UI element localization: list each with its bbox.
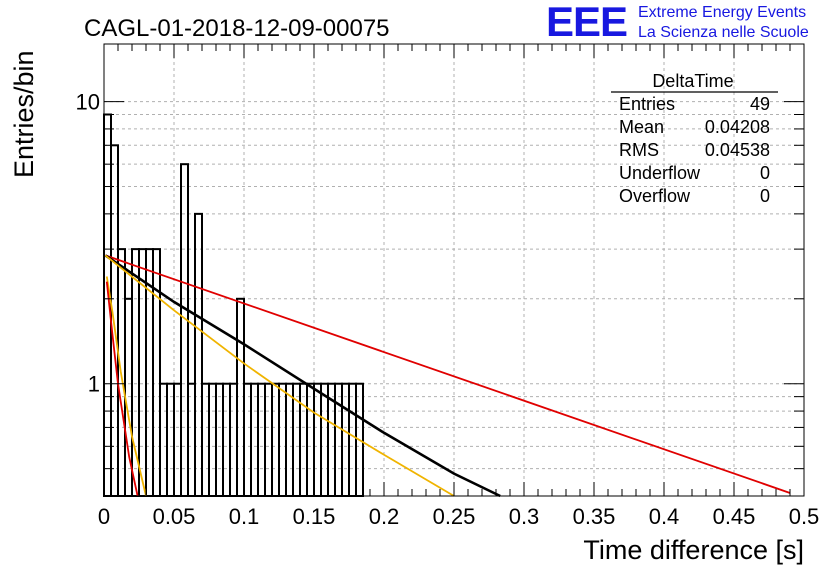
chart-title: CAGL-01-2018-12-09-00075 [84,15,390,42]
y-tick-label: 10 [76,90,100,115]
fit-curve [105,254,791,494]
stats-label-entries: Entries [619,94,675,114]
histogram-bar [285,382,294,497]
x-tick-label: 0.15 [293,504,336,529]
histogram-bar [194,212,203,497]
fit-curves [104,254,791,498]
histogram-bars [103,113,364,498]
fit-curve [104,254,501,498]
histogram-bar [264,382,273,497]
y-axis-label: Entries/bin [9,50,39,178]
fit-curve [105,276,147,497]
histogram-bar [243,382,252,497]
x-tick-label: 0.1 [229,504,260,529]
histogram-bar [271,382,280,497]
x-tick-label: 0.35 [573,504,616,529]
stats-value-underflow: 0 [760,163,770,183]
x-tick-label: 0.5 [789,504,820,529]
x-tick-label: 0 [98,504,110,529]
stats-label-underflow: Underflow [619,163,701,183]
histogram-bar [208,382,217,497]
logo-mark: EEE [546,0,628,45]
x-tick-label: 0.05 [153,504,196,529]
x-tick-label: 0.45 [713,504,756,529]
axes-ticks: 0 0.05 0.1 0.15 0.2 0.25 0.3 0.35 0.4 0.45 0.5 1 10 [76,44,820,529]
histogram-bar [152,248,161,497]
histogram-bar [299,382,308,497]
stats-label-mean: Mean [619,117,664,137]
stats-label-overflow: Overflow [619,186,691,206]
stats-value-rms: 0.04538 [705,140,770,160]
histogram-bar [222,382,231,497]
stats-value-mean: 0.04208 [705,117,770,137]
x-tick-label: 0.2 [369,504,400,529]
histogram-bar [215,382,224,497]
stats-title: DeltaTime [652,71,733,91]
histogram-bar [334,382,343,497]
x-axis-label: Time difference [s] [583,535,804,565]
stats-value-entries: 49 [750,94,770,114]
histogram-bar [320,382,329,497]
histogram-bar [348,382,357,497]
histogram-bar [236,297,245,497]
histogram-bar [341,382,350,497]
histogram-bar [159,382,168,497]
histogram-bar [229,382,238,497]
histogram-bar [166,382,175,497]
histogram-bar [250,382,259,497]
logo-line-1: Extreme Energy Events [638,4,807,21]
histogram-bar [257,382,266,497]
logo-line-2: La Scienza nelle Scuole [638,24,809,41]
eee-logo: EEE Extreme Energy Events La Scienza nel… [546,0,836,46]
histogram-bar [306,382,315,497]
histogram-bar [187,382,196,497]
x-tick-label: 0.3 [509,504,540,529]
fit-curve [104,254,455,497]
x-tick-label: 0.25 [433,504,476,529]
histogram-bar [201,382,210,497]
stats-box: DeltaTime Entries 49 Mean 0.04208 RMS 0.… [611,71,778,206]
stats-label-rms: RMS [619,140,659,160]
y-tick-label: 1 [88,372,100,397]
stats-value-overflow: 0 [760,186,770,206]
histogram-bar [173,382,182,497]
histogram-bar [313,382,322,497]
histogram-bar [278,382,287,497]
x-tick-label: 0.4 [649,504,680,529]
